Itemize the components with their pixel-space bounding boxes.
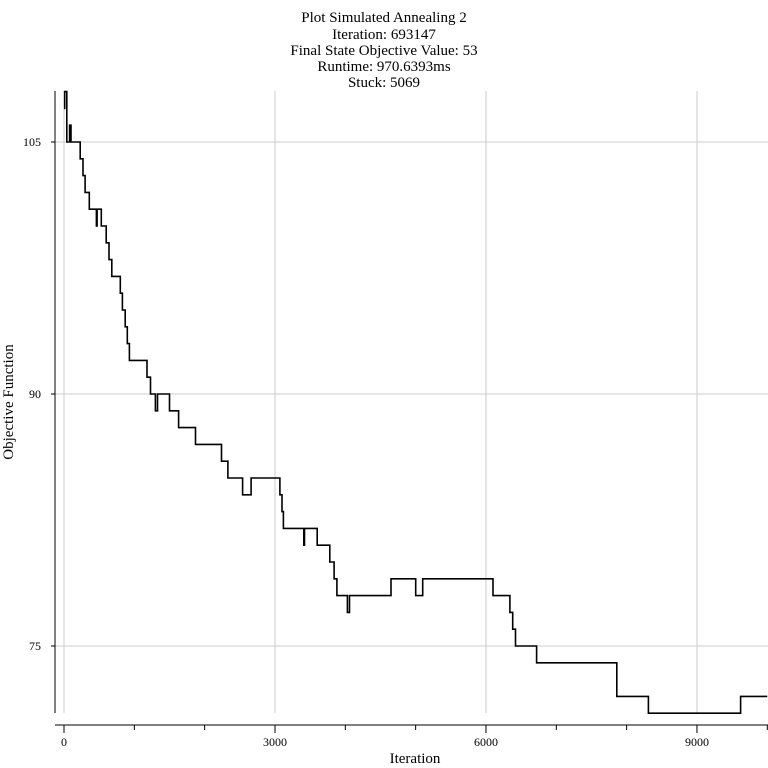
gridlines [55, 91, 768, 713]
y-tick-label: 75 [29, 639, 41, 653]
title-line-3: Final State Objective Value: 53 [290, 43, 477, 59]
title-line-5: Stuck: 5069 [348, 75, 420, 91]
y-tick-label: 105 [23, 135, 41, 149]
y-tick-label: 90 [29, 387, 41, 401]
title-line-2: Iteration: 693147 [332, 27, 436, 43]
x-axis-label: Iteration [390, 751, 441, 767]
tick-labels: 0 3000 6000 9000 75 90 105 [23, 135, 709, 749]
axes [51, 91, 768, 733]
series-layer [63, 90, 768, 715]
x-tick-label: 6000 [474, 735, 498, 749]
x-tick-label: 0 [61, 735, 67, 749]
x-tick-label: 3000 [263, 735, 287, 749]
y-axis-label: Objective Function [1, 344, 17, 460]
objective-series-line [63, 90, 768, 715]
title-line-4: Runtime: 970.6393ms [317, 59, 451, 75]
x-tick-label: 9000 [685, 735, 709, 749]
chart-title: Plot Simulated Annealing 2 Iteration: 69… [290, 10, 477, 91]
title-line-1: Plot Simulated Annealing 2 [301, 10, 466, 26]
